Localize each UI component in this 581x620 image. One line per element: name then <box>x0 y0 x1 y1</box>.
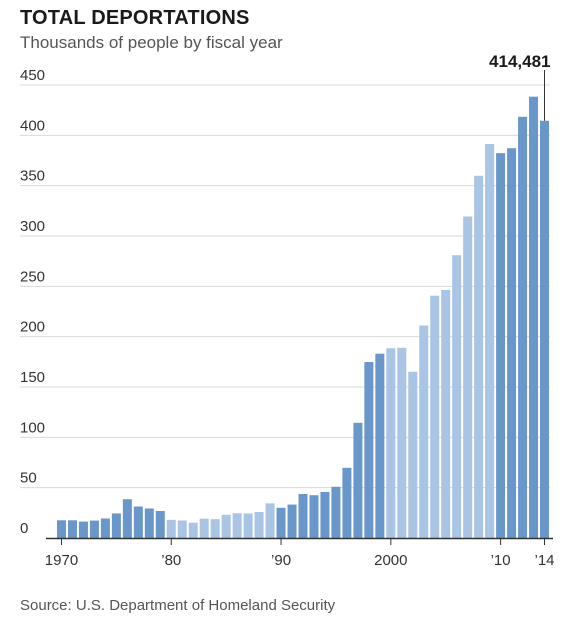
x-tick-label: ’14 <box>534 552 554 569</box>
bar-1976 <box>122 499 132 538</box>
bar-2011 <box>507 148 517 538</box>
bar-chart-plot: 0 50 100 150 200 250 300 350 400 450 1970 ’80 ’90 20… <box>20 52 555 569</box>
bar-1996 <box>342 467 352 538</box>
bar-2012 <box>518 116 528 538</box>
bar-2002 <box>408 371 418 538</box>
bar-1988 <box>254 512 264 538</box>
bar-1985 <box>221 514 231 538</box>
annotation-label: 414,481 <box>489 52 550 71</box>
bar-2005 <box>441 289 451 538</box>
bar-2013 <box>529 96 539 538</box>
bar-1979 <box>155 511 165 538</box>
chart-source: Source: U.S. Department of Homeland Secu… <box>20 597 336 614</box>
bar-1970 <box>56 520 66 538</box>
chart-subtitle: Thousands of people by fiscal year <box>20 33 283 52</box>
bar-1982 <box>188 522 198 538</box>
bar-1971 <box>67 520 77 538</box>
x-tick-label: ’90 <box>271 552 291 569</box>
bar-1990 <box>276 507 286 538</box>
bar-1974 <box>100 518 110 538</box>
y-tick-label: 0 <box>20 520 28 537</box>
bar-2009 <box>485 143 495 538</box>
bar-1980 <box>166 519 176 538</box>
y-tick-label: 400 <box>20 117 45 134</box>
bar-2004 <box>430 295 440 538</box>
bar-1997 <box>353 422 363 538</box>
bar-1993 <box>309 495 319 538</box>
y-tick-label: 200 <box>20 319 45 336</box>
y-axis-tick-labels: 0 50 100 150 200 250 300 350 400 450 <box>20 67 45 537</box>
bar-2001 <box>397 347 407 538</box>
bar-1994 <box>320 491 330 538</box>
x-tick-label: 1970 <box>45 552 78 569</box>
x-tick-label: ’80 <box>161 552 181 569</box>
value-annotation: 414,481 <box>489 52 551 121</box>
bar-2000 <box>386 348 396 538</box>
y-tick-label: 350 <box>20 168 45 185</box>
bar-1983 <box>199 518 209 538</box>
bar-2003 <box>419 325 429 538</box>
bar-2007 <box>463 216 473 538</box>
y-tick-label: 450 <box>20 67 45 84</box>
bar-1987 <box>243 513 253 538</box>
y-tick-label: 300 <box>20 218 45 235</box>
x-axis-ticks: 1970 ’80 ’90 2000 ’10 ’14 <box>45 538 555 569</box>
y-tick-label: 100 <box>20 419 45 436</box>
bar-1986 <box>232 513 242 538</box>
bar-1981 <box>177 520 187 538</box>
bar-1972 <box>78 521 88 538</box>
bar-1973 <box>89 520 99 538</box>
bar-1984 <box>210 519 220 538</box>
x-tick-label: 2000 <box>374 552 407 569</box>
bar-1991 <box>287 504 297 538</box>
bar-1977 <box>133 506 143 538</box>
bar-2006 <box>452 255 462 538</box>
bar-1999 <box>375 353 385 538</box>
bar-2014 <box>540 120 550 538</box>
bar-1998 <box>364 362 374 538</box>
gridlines <box>20 84 550 489</box>
y-tick-label: 50 <box>20 470 37 487</box>
bar-2010 <box>496 153 506 538</box>
bar-1978 <box>144 508 154 538</box>
chart-title: TOTAL DEPORTATIONS <box>20 7 250 29</box>
y-tick-label: 150 <box>20 369 45 386</box>
bar-1992 <box>298 494 308 538</box>
bar-1989 <box>265 503 275 538</box>
bar-2008 <box>474 175 484 538</box>
bar-1995 <box>331 486 341 538</box>
x-tick-label: ’10 <box>491 552 511 569</box>
bar-1975 <box>111 513 121 538</box>
bars <box>56 96 550 538</box>
y-tick-label: 250 <box>20 268 45 285</box>
